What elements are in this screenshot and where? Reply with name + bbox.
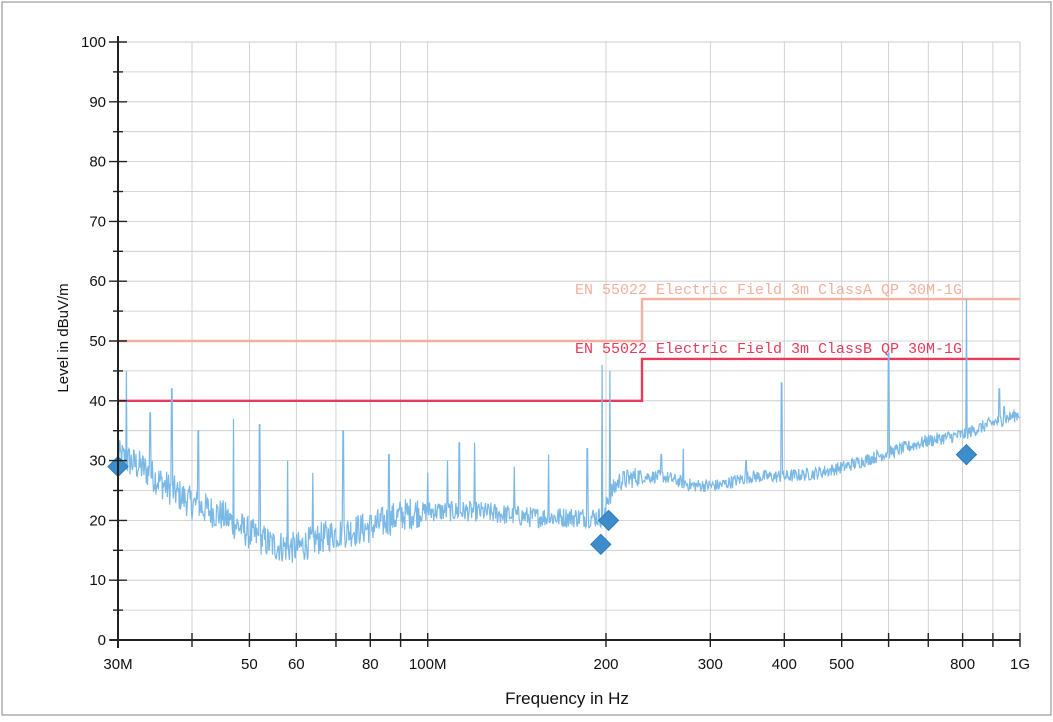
x-tick-label: 50 bbox=[241, 656, 258, 673]
x-tick-label: 60 bbox=[288, 656, 305, 673]
tick-labels: 0 10 20 30 40 50 60 70 80 90 100 30M 50 60 80 100M 200 30… bbox=[81, 34, 1030, 673]
x-tick-label: 80 bbox=[362, 656, 379, 673]
y-tick-label: 30 bbox=[89, 453, 106, 470]
y-tick-label: 10 bbox=[89, 572, 106, 589]
limit-line-label: EN 55022 Electric Field 3m ClassB QP 30M… bbox=[575, 341, 962, 358]
x-tick-label: 800 bbox=[950, 656, 975, 673]
limit-lines: EN 55022 Electric Field 3m ClassA QP 30M… bbox=[118, 282, 1020, 402]
x-tick-label: 300 bbox=[698, 656, 723, 673]
y-tick-label: 90 bbox=[89, 94, 106, 111]
x-axis-label: Frequency in Hz bbox=[505, 689, 629, 708]
x-tick-label: 1G bbox=[1010, 656, 1030, 673]
y-tick-label: 20 bbox=[89, 512, 106, 529]
limit-line bbox=[118, 357, 1020, 402]
limit-line-label: EN 55022 Electric Field 3m ClassA QP 30M… bbox=[575, 282, 962, 299]
x-tick-label: 200 bbox=[593, 656, 618, 673]
measurement-trace bbox=[117, 299, 1021, 563]
marker-group bbox=[107, 443, 978, 556]
x-tick-label: 30M bbox=[103, 656, 132, 673]
x-tick-label: 500 bbox=[829, 656, 854, 673]
y-tick-label: 80 bbox=[89, 154, 106, 171]
qp-marker bbox=[955, 443, 978, 466]
y-axis-label: Level in dBuV/m bbox=[55, 283, 72, 392]
limit-line bbox=[118, 297, 1020, 343]
y-tick-label: 40 bbox=[89, 393, 106, 410]
x-tick-label: 400 bbox=[772, 656, 797, 673]
series-group bbox=[117, 299, 1021, 563]
y-tick-label: 50 bbox=[89, 333, 106, 350]
x-tick-label: 100M bbox=[409, 656, 447, 673]
axes bbox=[109, 36, 1021, 648]
qp-marker bbox=[597, 509, 620, 532]
y-tick-label: 70 bbox=[89, 213, 106, 230]
y-tick-label: 60 bbox=[89, 273, 106, 290]
qp-marker bbox=[590, 533, 612, 556]
y-tick-label: 0 bbox=[98, 632, 106, 649]
y-tick-label: 100 bbox=[81, 34, 106, 51]
